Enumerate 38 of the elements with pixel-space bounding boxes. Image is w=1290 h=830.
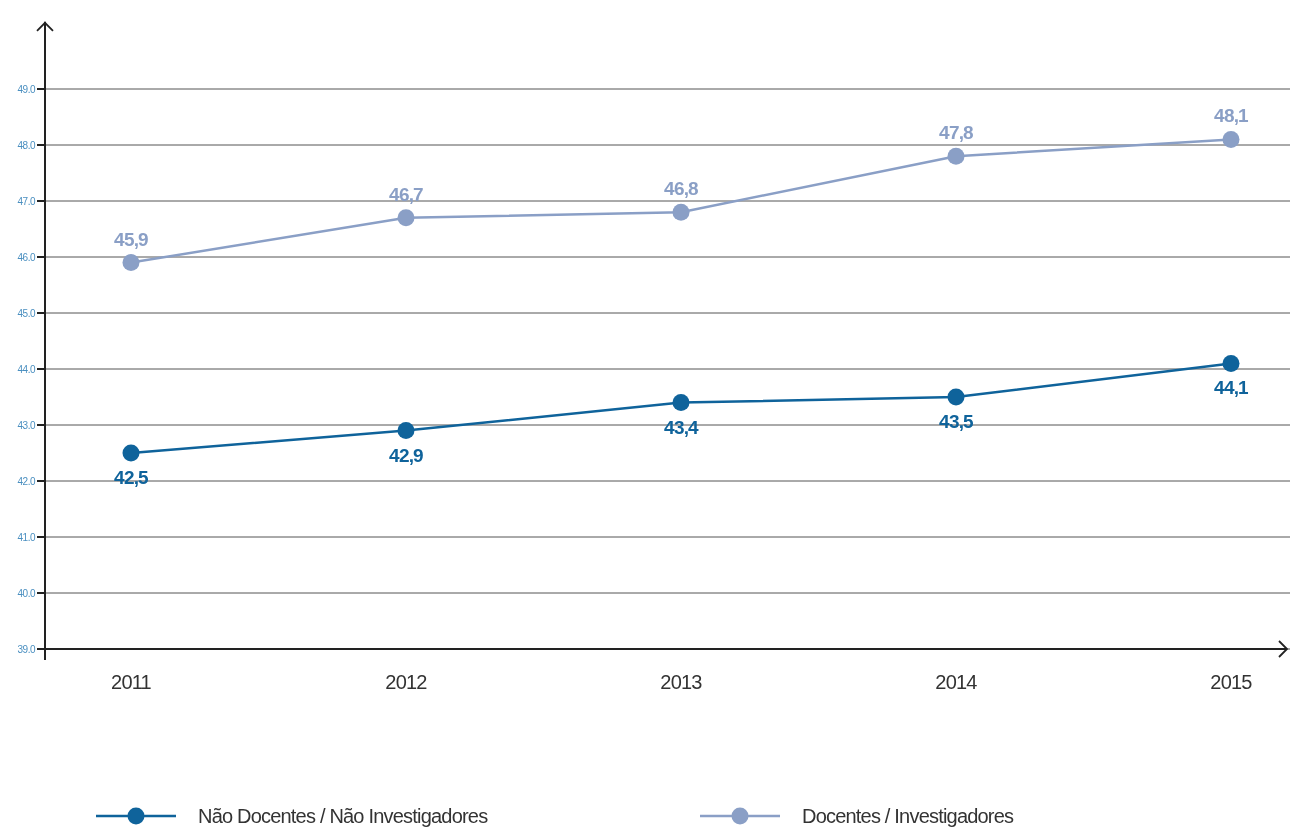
x-tick-label: 2012 (385, 671, 428, 693)
point (1222, 354, 1240, 372)
point (122, 254, 140, 272)
y-tick-label: 48.0 (17, 139, 36, 151)
point (397, 209, 415, 227)
legend-label: Docentes / Investigadores (802, 805, 1015, 827)
data-label: 43,4 (664, 416, 700, 438)
data-label: 46,7 (389, 183, 424, 205)
point (947, 147, 965, 165)
point (397, 422, 415, 440)
data-label: 45,9 (114, 228, 149, 250)
x-tick-label: 2011 (111, 671, 152, 693)
data-label: 47,8 (939, 122, 974, 144)
legend-label: Não Docentes / Não Investigadores (198, 805, 489, 827)
y-tick-label: 43.0 (17, 419, 36, 431)
data-label: 44,1 (1214, 377, 1250, 399)
y-tick-label: 41.0 (17, 531, 36, 543)
y-tick-label: 42.0 (17, 475, 36, 487)
point (672, 203, 690, 221)
y-tick-label: 39.0 (17, 643, 36, 655)
point (947, 388, 965, 406)
data-label: 42,5 (114, 467, 150, 488)
x-tick-label: 2015 (1210, 671, 1253, 693)
y-tick-label: 47.0 (17, 195, 36, 207)
y-tick-label: 49.0 (17, 83, 36, 95)
data-label: 42,9 (389, 444, 424, 466)
y-tick-label: 44.0 (17, 363, 36, 375)
data-label: 48,1 (1214, 105, 1250, 127)
point (672, 394, 690, 412)
y-tick-label: 46.0 (17, 251, 36, 263)
data-label: 46,8 (664, 178, 699, 200)
point (1222, 130, 1240, 148)
y-tick-label: 40.0 (17, 587, 36, 599)
y-tick-label: 45.0 (17, 307, 36, 319)
data-label: 43,5 (939, 411, 975, 432)
x-tick-label: 2013 (660, 671, 703, 693)
x-tick-label: 2014 (935, 671, 978, 693)
point (122, 444, 140, 462)
